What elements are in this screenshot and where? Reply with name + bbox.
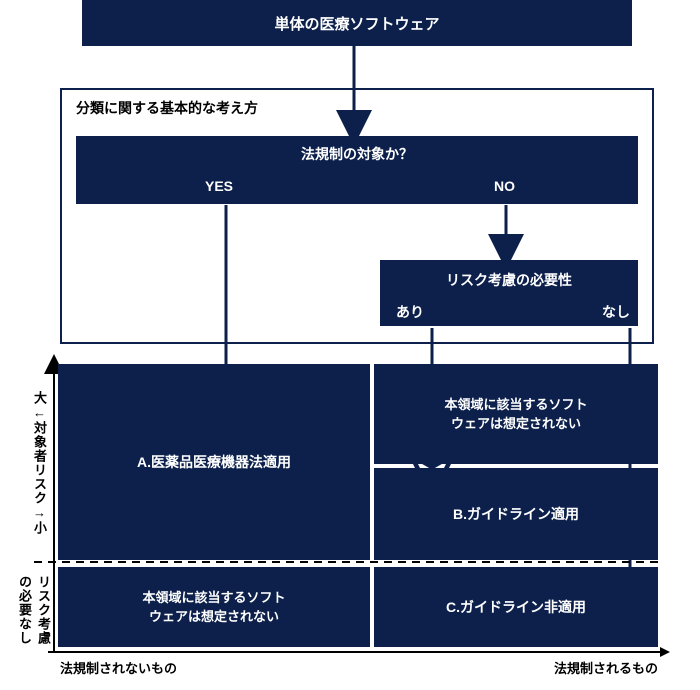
cell-note-bl-label: 本領域に該当するソフト ウェアは想定されない xyxy=(142,588,285,627)
cell-B-label: B.ガイドライン適用 xyxy=(453,504,579,524)
cell-C-label: C.ガイドライン非適用 xyxy=(446,597,586,617)
cell-note-bl: 本領域に該当するソフト ウェアは想定されない xyxy=(58,567,370,647)
cell-note-tr-label: 本領域に該当するソフト ウェアは想定されない xyxy=(444,395,587,434)
xaxis-left-label: 法規制されないもの xyxy=(60,658,177,677)
cell-A: A.医薬品医療機器法適用 xyxy=(58,364,370,560)
cell-C: C.ガイドライン非適用 xyxy=(374,567,658,647)
yaxis-bottom-label: リスク考慮 の必要なし xyxy=(15,572,53,648)
cell-note-tr: 本領域に該当するソフト ウェアは想定されない xyxy=(374,364,658,464)
xaxis-right-label: 法規制されるもの xyxy=(554,658,658,677)
yaxis-top-label: 大←対象者リスク→小 xyxy=(30,370,49,556)
cell-A-label: A.医薬品医療機器法適用 xyxy=(137,452,291,472)
cell-B: B.ガイドライン適用 xyxy=(374,468,658,560)
